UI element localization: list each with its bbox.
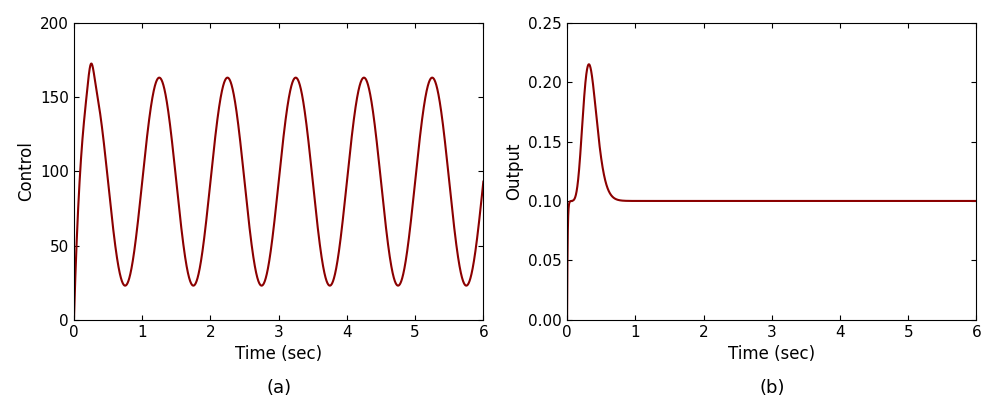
Y-axis label: Output: Output <box>505 142 523 200</box>
X-axis label: Time (sec): Time (sec) <box>729 345 815 363</box>
Text: (b): (b) <box>759 379 784 397</box>
X-axis label: Time (sec): Time (sec) <box>236 345 322 363</box>
Y-axis label: Control: Control <box>17 141 35 201</box>
Text: (a): (a) <box>266 379 291 397</box>
